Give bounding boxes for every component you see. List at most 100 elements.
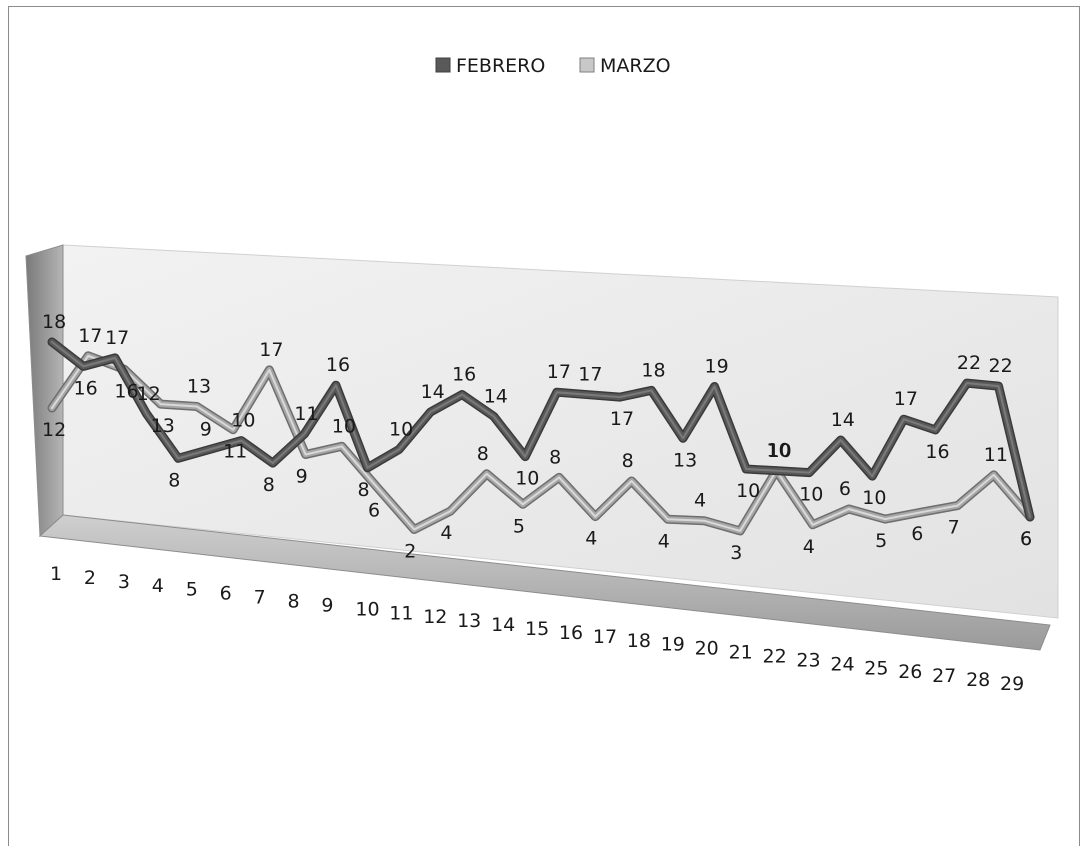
- floor: [38, 514, 1051, 651]
- data-label-marzo: 4: [585, 528, 597, 550]
- data-label-marzo: 11: [223, 441, 247, 463]
- data-label-febrero: 8: [358, 479, 370, 501]
- data-label-febrero: 10: [768, 440, 792, 462]
- data-label-febrero: 10: [799, 484, 823, 506]
- data-label-marzo: 10: [332, 415, 356, 437]
- series-marzo[interactable]: [47, 351, 1035, 536]
- side-wall: [25, 244, 64, 538]
- x-tick-label: 11: [389, 602, 413, 624]
- x-tick-label: 10: [355, 598, 379, 620]
- data-label-marzo: 13: [187, 376, 211, 398]
- data-label-febrero: 18: [641, 359, 665, 381]
- data-label-febrero: 17: [894, 388, 918, 410]
- data-label-febrero: 17: [105, 327, 129, 349]
- x-tick-label: 28: [966, 669, 990, 691]
- x-tick-label: 22: [763, 646, 787, 668]
- x-tick-label: 9: [321, 594, 333, 616]
- data-label-febrero: 10: [389, 419, 413, 441]
- data-label-marzo: 8: [477, 443, 489, 465]
- x-tick-label: 26: [898, 661, 922, 683]
- legend-swatch-febrero: [435, 57, 451, 73]
- data-label-marzo: 10: [766, 440, 790, 462]
- data-label-febrero: 19: [705, 356, 729, 378]
- data-label-marzo: 4: [803, 536, 815, 558]
- series-line-highlight-febrero: [51, 341, 1031, 518]
- x-tick-label: 29: [1000, 673, 1024, 695]
- x-tick-label: 19: [661, 634, 685, 656]
- data-label-marzo: 9: [296, 466, 308, 488]
- data-label-febrero: 14: [484, 385, 508, 407]
- x-tick-label: 12: [423, 606, 447, 628]
- data-label-marzo: 8: [622, 450, 634, 472]
- x-tick-label: 5: [186, 579, 198, 601]
- x-tick-label: 24: [830, 653, 854, 675]
- data-label-febrero: 17: [578, 364, 602, 386]
- series-line-highlight-marzo: [51, 354, 1031, 532]
- data-label-febrero: 17: [547, 361, 571, 383]
- x-tick-label: 15: [525, 618, 549, 640]
- data-label-febrero: 8: [168, 469, 180, 491]
- x-tick-label: 4: [152, 575, 164, 597]
- data-label-marzo: 17: [259, 339, 283, 361]
- x-tick-label: 20: [695, 638, 719, 660]
- x-tick-label: 7: [254, 587, 266, 609]
- data-label-febrero: 10: [736, 480, 760, 502]
- data-label-febrero: 14: [421, 381, 445, 403]
- data-label-febrero: 16: [925, 441, 949, 463]
- data-label-marzo: 4: [658, 530, 670, 552]
- data-label-marzo: 6: [368, 499, 380, 521]
- data-label-febrero: 11: [294, 403, 318, 425]
- data-labels: 12 17 16 13 13 11 17 9 10 6 2 4 8 5 8 4 8 4 4 3 10 4 6 5 6 7 11 6 18…: [42, 311, 1032, 564]
- x-tick-label: 21: [729, 642, 753, 664]
- data-label-marzo: 6: [1020, 528, 1032, 550]
- legend-label-febrero: FEBRERO: [456, 55, 545, 77]
- data-label-marzo: 3: [730, 542, 742, 564]
- data-label-febrero: 18: [42, 311, 66, 333]
- x-tick-label: 17: [593, 626, 617, 648]
- back-wall: [62, 244, 1059, 619]
- data-label-marzo: 17: [78, 325, 102, 347]
- data-label-febrero: 16: [452, 364, 476, 386]
- data-label-febrero: 17: [610, 408, 634, 430]
- legend-swatch-marzo: [579, 57, 595, 73]
- data-label-febrero: 13: [673, 449, 697, 471]
- data-label-febrero: 8: [263, 474, 275, 496]
- legend-entry-febrero[interactable]: FEBRERO: [435, 55, 545, 77]
- data-label-marzo: 13: [151, 415, 175, 437]
- data-label-febrero: 14: [831, 409, 855, 431]
- data-label-marzo: 12: [42, 419, 66, 441]
- x-tick-label: 6: [220, 583, 232, 605]
- x-axis-labels: 1 2 3 4 5 6 7 8 9 10 11 12 13 14 15 16 17 18 19 20 21 22 23 24 2…: [50, 563, 1024, 695]
- series-febrero[interactable]: [47, 337, 1035, 522]
- x-tick-label: 18: [627, 630, 651, 652]
- data-label-marzo: 6: [911, 523, 923, 545]
- x-tick-label: 14: [491, 614, 515, 636]
- x-tick-label: 25: [864, 657, 888, 679]
- data-label-febrero: 22: [989, 355, 1013, 377]
- data-label-febrero: 22: [957, 352, 981, 374]
- data-label-marzo: 11: [984, 444, 1008, 466]
- data-label-febrero: 10: [515, 468, 539, 490]
- legend-entry-marzo[interactable]: MARZO: [579, 55, 671, 77]
- data-label-febrero: 9: [200, 418, 212, 440]
- data-label-febrero: 6: [1020, 528, 1032, 550]
- data-label-febrero: 16: [326, 354, 350, 376]
- data-label-marzo: 5: [875, 530, 887, 552]
- legend: FEBRERO MARZO: [435, 55, 671, 77]
- data-label-marzo: 5: [513, 515, 525, 537]
- data-label-marzo: 2: [404, 541, 416, 563]
- data-label-marzo: 4: [694, 490, 706, 512]
- data-label-marzo: 8: [549, 446, 561, 468]
- x-tick-label: 13: [457, 610, 481, 632]
- data-label-marzo: 7: [948, 517, 960, 539]
- data-label-marzo: 16: [114, 380, 138, 402]
- x-tick-label: 3: [118, 571, 130, 593]
- data-label-febrero: 10: [862, 487, 886, 509]
- data-label-marzo: 6: [839, 478, 851, 500]
- legend-label-marzo: MARZO: [600, 55, 671, 77]
- data-label-marzo: 4: [440, 522, 452, 544]
- x-tick-label: 2: [84, 567, 96, 589]
- x-tick-label: 27: [932, 665, 956, 687]
- data-label-febrero: 12: [137, 383, 161, 405]
